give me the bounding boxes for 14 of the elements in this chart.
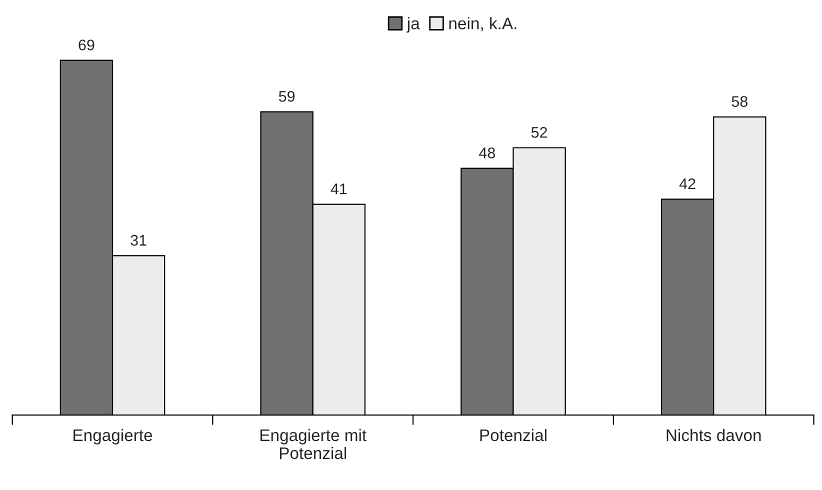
data-label: 41 — [330, 184, 347, 194]
data-label: 52 — [531, 126, 548, 138]
x-tick-label: Engagierte — [74, 428, 152, 444]
data-label: 42 — [679, 178, 696, 190]
x-tick-label: Engagierte mit Potenzial — [260, 428, 366, 460]
legend-label: nein, k.A. — [449, 17, 516, 32]
x-tick-label: Potenzial — [480, 428, 546, 442]
x-tick-label: Nichts davon — [666, 428, 761, 442]
data-label: 69 — [78, 40, 94, 50]
data-label: 59 — [278, 90, 295, 102]
legend-label: ja — [406, 17, 420, 33]
data-label: 31 — [130, 234, 146, 246]
data-label: 58 — [732, 96, 748, 107]
data-label: 48 — [479, 148, 496, 158]
